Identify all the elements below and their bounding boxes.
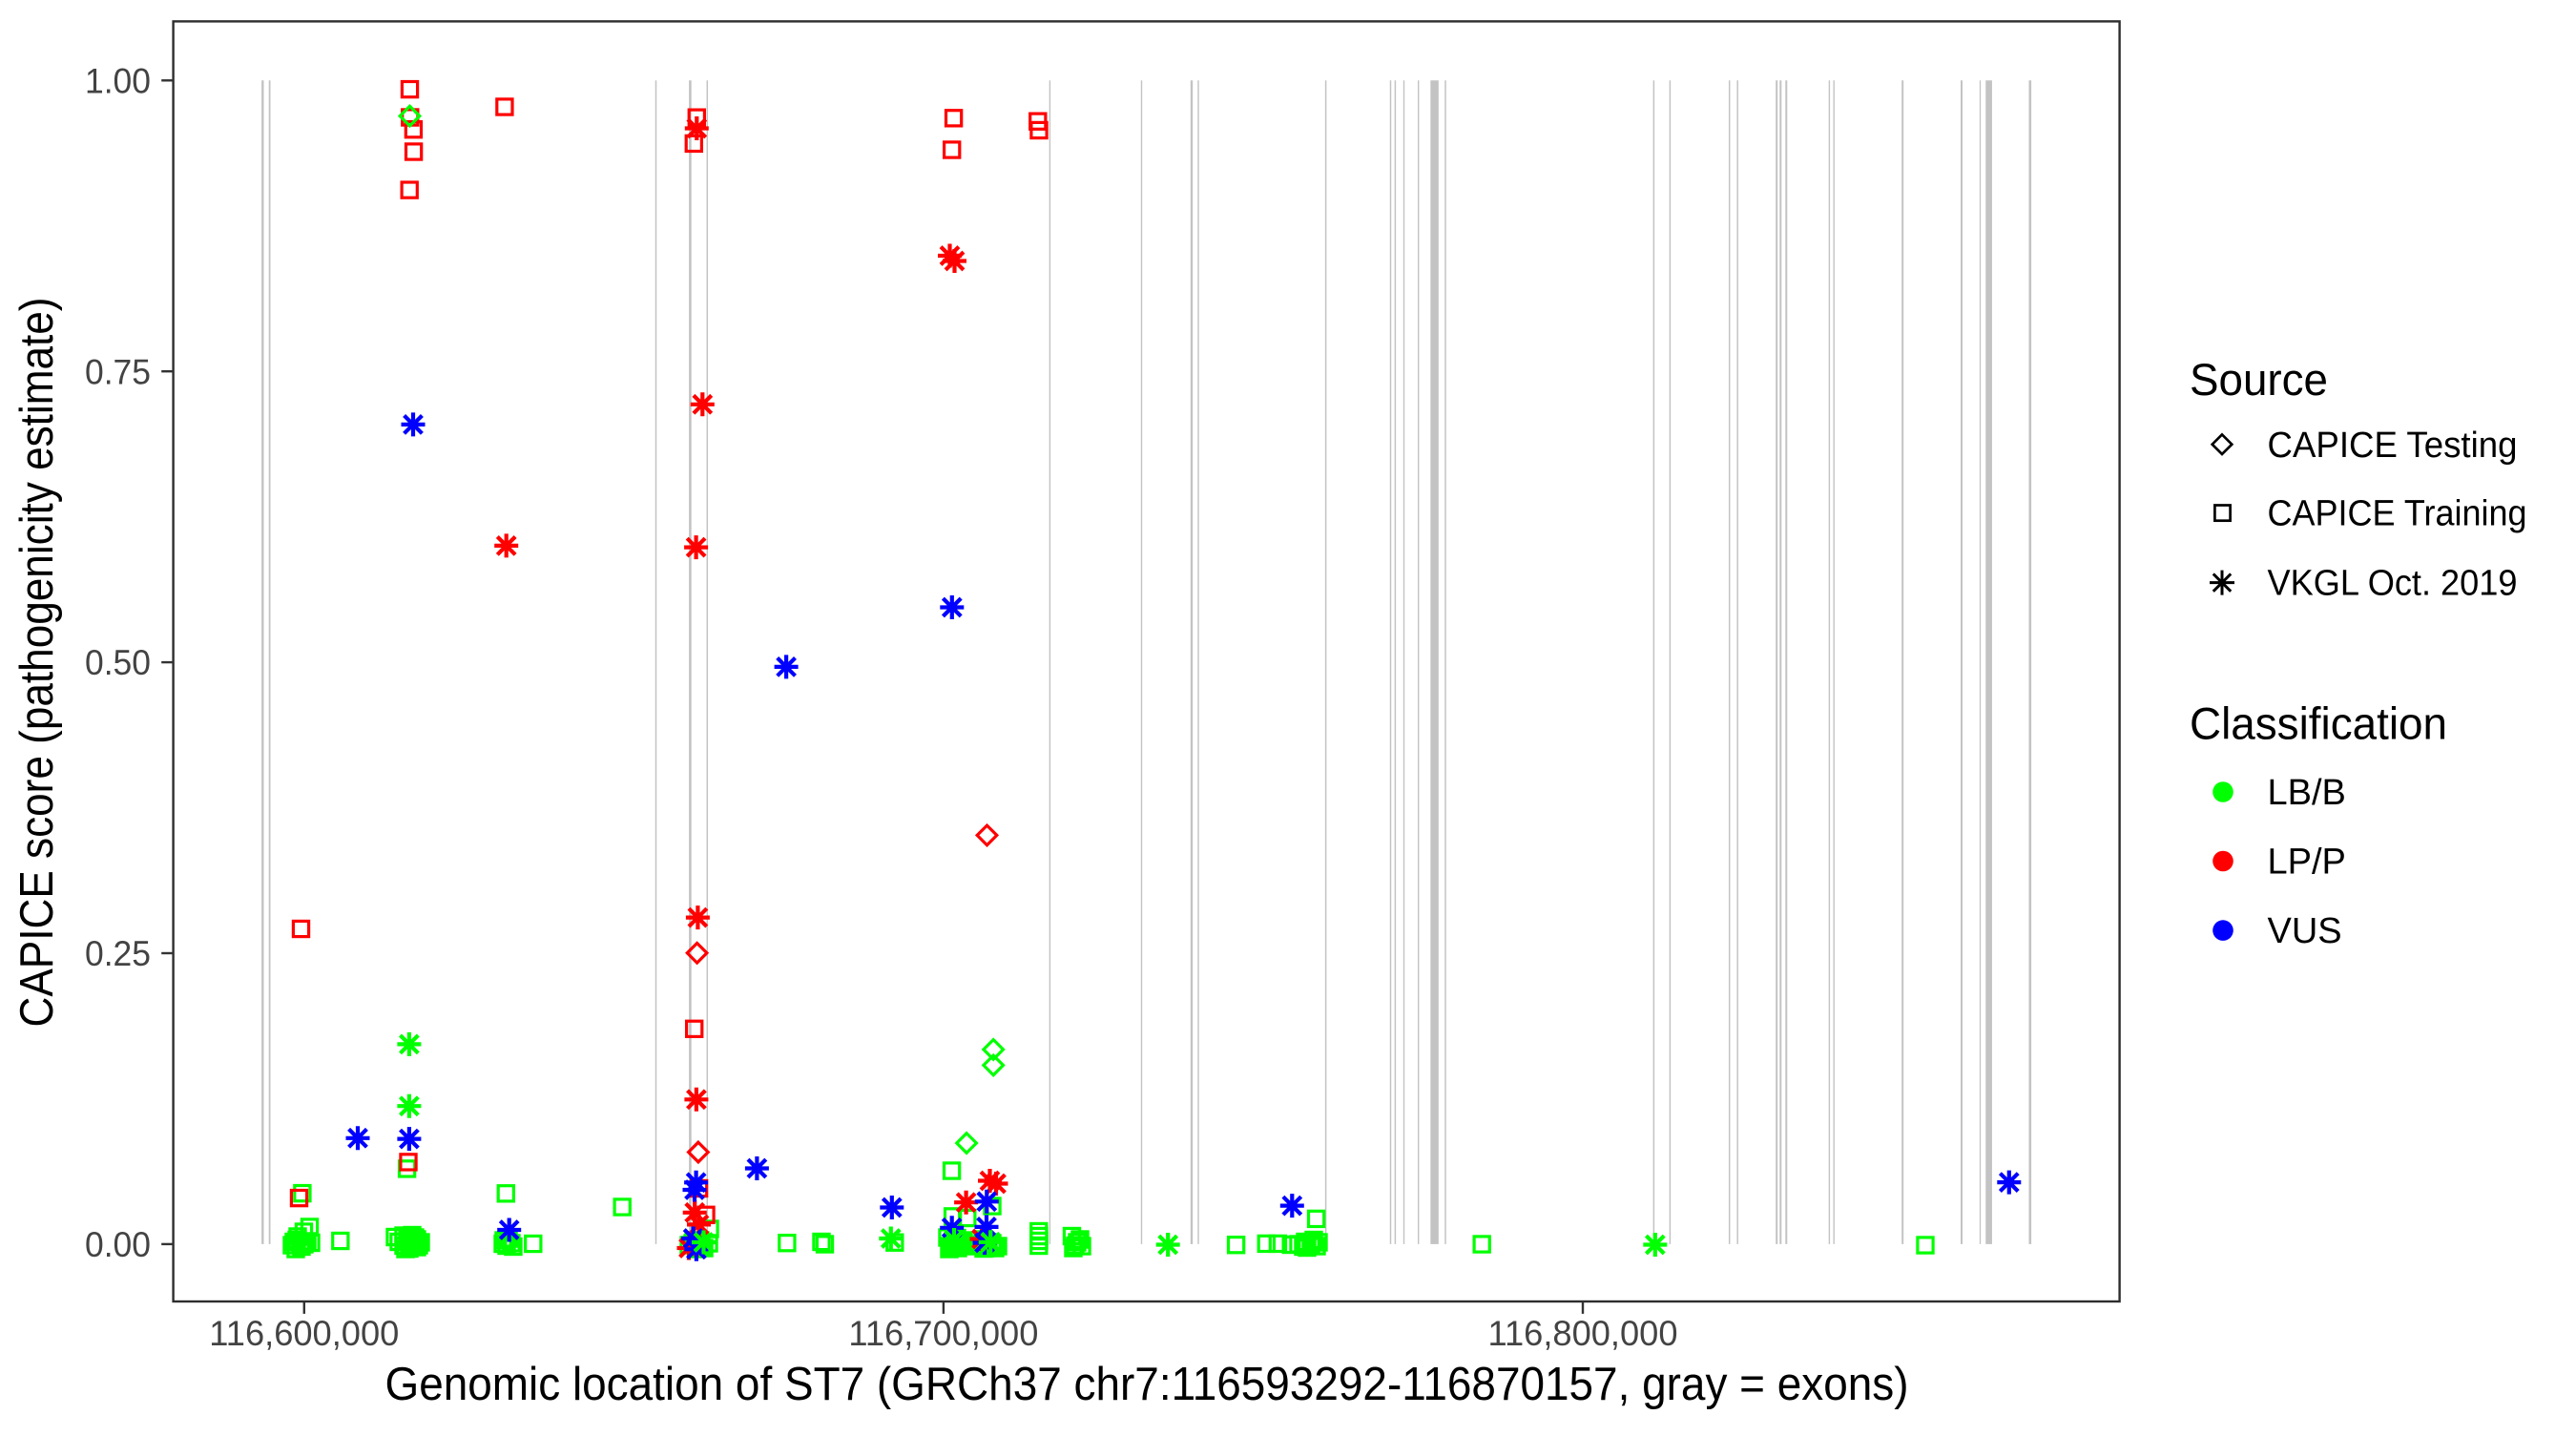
svg-text:VKGL Oct. 2019: VKGL Oct. 2019 xyxy=(2268,564,2518,604)
svg-text:1.00: 1.00 xyxy=(85,60,151,100)
svg-text:LP/P: LP/P xyxy=(2268,843,2346,883)
svg-text:CAPICE Testing: CAPICE Testing xyxy=(2268,426,2518,466)
svg-text:0.00: 0.00 xyxy=(85,1224,151,1264)
svg-text:Genomic location of ST7 (GRCh3: Genomic location of ST7 (GRCh37 chr7:116… xyxy=(385,1359,1909,1410)
svg-text:116,700,000: 116,700,000 xyxy=(848,1313,1038,1353)
svg-text:LB/B: LB/B xyxy=(2268,773,2346,813)
svg-text:CAPICE Training: CAPICE Training xyxy=(2268,494,2527,534)
svg-text:116,600,000: 116,600,000 xyxy=(209,1313,399,1353)
svg-text:0.50: 0.50 xyxy=(85,642,151,682)
svg-text:CAPICE score (pathogenicity es: CAPICE score (pathogenicity estimate) xyxy=(11,298,63,1028)
svg-text:VUS: VUS xyxy=(2268,911,2342,951)
svg-text:Source: Source xyxy=(2190,355,2328,406)
svg-text:116,800,000: 116,800,000 xyxy=(1488,1313,1678,1353)
svg-text:0.75: 0.75 xyxy=(85,351,151,391)
svg-text:Classification: Classification xyxy=(2190,699,2447,750)
svg-text:0.25: 0.25 xyxy=(85,933,151,973)
